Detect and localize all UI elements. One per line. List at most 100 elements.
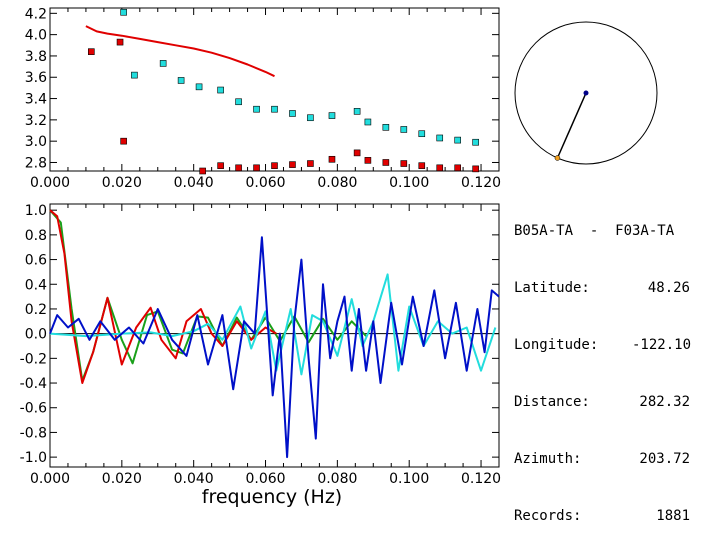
- top-point-cyan: [382, 124, 390, 131]
- top-point-cyan: [353, 108, 361, 115]
- azimuth-label: Azimuth:: [514, 451, 582, 467]
- azimuth-row: Azimuth: 203.72: [514, 450, 690, 469]
- top-plot-frame: [49, 7, 500, 172]
- top-point-red: [436, 164, 444, 172]
- top-point-red: [271, 162, 278, 169]
- top-point-cyan: [436, 134, 444, 142]
- top-point-cyan: [131, 71, 138, 79]
- bottom-y-tick-label: 1.0: [25, 203, 47, 219]
- top-plot-axes: 0.000 0.020 0.040 0.060 0.080 0.100 0.120 2.8 3.…: [25, 6, 501, 191]
- top-x-tick-label: 0.020: [102, 175, 142, 191]
- bottom-y-tick-label: -0.8: [20, 425, 47, 441]
- top-point-cyan: [418, 130, 426, 138]
- top-point-red: [235, 164, 242, 172]
- top-point-red: [328, 155, 336, 163]
- top-point-red: [253, 164, 260, 172]
- top-point-cyan: [120, 8, 127, 16]
- top-point-cyan: [195, 83, 203, 91]
- station-pair: B05A-TA - F03A-TA: [514, 223, 675, 239]
- top-point-cyan: [307, 114, 314, 122]
- top-point-cyan: [253, 105, 260, 113]
- figure: 0.000 0.020 0.040 0.060 0.080 0.100 0.120 2.8 3.…: [20, 6, 658, 508]
- latitude-row: Latitude: 48.26: [514, 279, 690, 298]
- top-point-red: [382, 159, 390, 166]
- top-x-tick-label: 0.120: [461, 175, 501, 191]
- bottom-x-tick-label: 0.060: [245, 471, 285, 487]
- top-y-tick-label: 2.8: [25, 155, 47, 171]
- azimuth-end-dot: [554, 155, 561, 161]
- top-y-tick-label: 4.0: [25, 28, 47, 44]
- distance-label: Distance:: [514, 394, 590, 410]
- top-y-tick-label: 3.2: [25, 113, 47, 129]
- top-y-tick-label: 3.4: [25, 92, 47, 108]
- top-point-red: [364, 157, 372, 164]
- bottom-x-tick-label: 0.080: [317, 471, 357, 487]
- top-point-cyan: [177, 77, 185, 84]
- top-y-tick-label: 3.8: [25, 49, 47, 65]
- top-point-red: [454, 164, 461, 172]
- top-point-cyan: [328, 112, 336, 119]
- bottom-series-line-cyan: [49, 273, 497, 376]
- bottom-y-tick-label: 0.0: [25, 327, 47, 343]
- top-x-tick-label: 0.060: [245, 175, 285, 191]
- bottom-x-tick-label: 0.000: [30, 471, 70, 487]
- bottom-y-tick-label: 0.8: [25, 228, 47, 244]
- top-x-tick-label: 0.100: [389, 175, 429, 191]
- top-point-red: [353, 149, 361, 157]
- top-point-cyan: [289, 110, 296, 117]
- top-point-red: [307, 160, 314, 167]
- bottom-y-tick-label: -0.6: [20, 401, 47, 417]
- bottom-y-tick-label: 0.4: [25, 277, 47, 293]
- distance-value: 282.32: [639, 394, 690, 410]
- azimuth-center-dot: [583, 90, 589, 96]
- bottom-x-tick-label: 0.100: [389, 471, 429, 487]
- top-point-red: [199, 167, 206, 175]
- top-point-red: [120, 137, 127, 145]
- bottom-plot-axes: 0.000 0.020 0.040 0.060 0.080 0.100 0.120 1.0 0.…: [20, 203, 501, 487]
- bottom-x-tick-label: 0.120: [461, 471, 501, 487]
- bottom-y-tick-label: 0.2: [25, 302, 47, 318]
- bottom-series-line-blue: [49, 236, 500, 459]
- bottom-y-tick-label: -0.4: [20, 376, 47, 392]
- top-point-red: [400, 160, 408, 167]
- longitude-value: -122.10: [632, 337, 692, 353]
- top-plot-marks: [85, 8, 479, 175]
- top-y-tick-label: 3.6: [25, 70, 47, 86]
- top-point-cyan: [235, 98, 242, 106]
- top-y-tick-label: 3.0: [25, 134, 47, 150]
- bottom-y-tick-label: 0.6: [25, 253, 47, 269]
- top-point-cyan: [159, 60, 167, 67]
- longitude-label: Longitude:: [514, 337, 599, 353]
- records-row: Records: 1881: [514, 507, 690, 526]
- bottom-x-tick-label: 0.020: [102, 471, 142, 487]
- records-label: Records:: [514, 508, 582, 524]
- bottom-y-tick-label: -0.2: [20, 351, 47, 367]
- top-x-tick-label: 0.080: [317, 175, 357, 191]
- latitude-value: 48.26: [647, 280, 690, 296]
- records-value: 1881: [656, 508, 690, 524]
- bottom-series-line-green: [49, 209, 367, 382]
- top-point-cyan: [217, 86, 224, 94]
- latitude-label: Latitude:: [514, 280, 590, 296]
- azimuth-value: 203.72: [639, 451, 690, 467]
- top-point-cyan: [364, 118, 372, 126]
- bottom-y-tick-label: -1.0: [20, 450, 47, 466]
- azimuth-line: [556, 92, 587, 159]
- top-point-red: [289, 161, 296, 168]
- top-point-red: [418, 162, 426, 169]
- top-point-cyan: [472, 138, 479, 146]
- bottom-plot-marks: [49, 209, 500, 459]
- top-x-tick-label: 0.040: [174, 175, 214, 191]
- longitude-row: Longitude: -122.10: [514, 336, 692, 355]
- top-point-red: [217, 162, 224, 169]
- distance-row: Distance: 282.32: [514, 393, 690, 412]
- top-point-red: [116, 38, 124, 46]
- azimuth-circle: [514, 21, 658, 165]
- x-axis-title: frequency (Hz): [202, 486, 342, 508]
- top-point-cyan: [400, 126, 408, 133]
- top-point-cyan: [454, 136, 461, 144]
- top-x-tick-label: 0.000: [30, 175, 70, 191]
- top-point-red: [88, 48, 95, 55]
- bottom-series-line-red: [49, 209, 277, 384]
- info-panel: B05A-TA - F03A-TA Latitude: 48.26 Longitu…: [514, 184, 692, 545]
